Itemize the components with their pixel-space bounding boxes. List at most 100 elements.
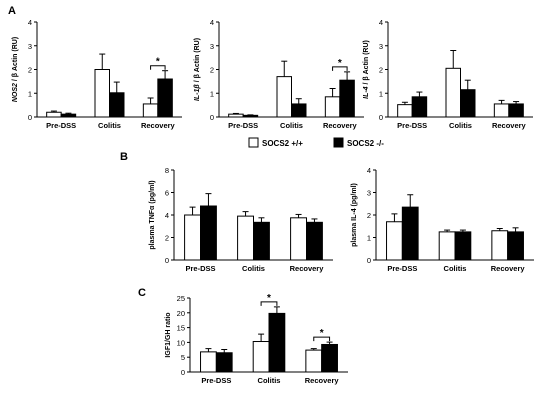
bar [60,113,77,118]
chart-il4: 0 1 2 3 4 IL-4 / β Actin (RU) Pre-DSS Colitis Re… [363,18,533,130]
y-tick-label: 1 [210,89,214,98]
category-label: Pre-DSS [397,121,427,130]
panel-letter-a: A [8,5,16,17]
chart-tnfa: 0 2 4 6 8 plasma TNFα (pg/ml) Pre-DSS Colitis Re… [149,166,333,273]
bar [157,78,173,118]
y-tick-label: 20 [177,309,185,318]
bar [242,114,259,118]
y-tick-label: 4 [367,166,371,175]
y-tick-label: 0 [379,113,383,122]
legend-label-knockout: SOCS2 -/- [347,139,384,148]
y-tick-label: 3 [28,42,32,51]
y-tick-label: 1 [28,89,32,98]
bar [305,349,323,373]
y-tick-label: 0 [210,113,214,122]
bar [321,343,338,373]
y-axis-label: plasma TNFα (pg/ml) [149,180,156,249]
category-label: Recovery [141,121,176,130]
y-axis-label: IL-1β / β Actin (RU) [194,38,201,101]
bar [237,215,255,261]
bar [507,231,524,261]
category-label: Colitis [449,121,472,130]
y-tick-label: 4 [165,211,169,220]
panel-letter-b: B [120,151,128,163]
y-tick-label: 4 [28,18,32,27]
category-label: Colitis [258,376,281,385]
legend-swatch-knockout [333,137,344,148]
significance-bracket [313,336,331,342]
bar [339,79,355,118]
y-tick-label: 0 [28,113,32,122]
y-axis-label-unit: / β Actin (RU) [363,40,370,86]
y-axis-label: IL-4 / β Actin (RU) [363,40,370,99]
y-tick-label: 2 [379,66,383,75]
category-label: Pre-DSS [228,121,258,130]
significance-star: * [156,57,160,68]
bar [215,352,233,373]
bar [290,217,308,261]
y-axis-label: NOS2 / β Actin (RU) [12,37,19,102]
bar [184,214,202,261]
category-label: Pre-DSS [201,376,231,385]
legend-label-wildtype: SOCS2 +/+ [262,139,303,148]
y-axis-label-gene: NOS2 [12,83,19,102]
bar [228,113,244,118]
chart-igf1_gh: 0 5 10 15 20 25 IGF1/GH ratio Pre-DSS Colitis Rec… [165,293,348,385]
category-label: Colitis [98,121,121,130]
y-tick-label: 2 [210,66,214,75]
bar [493,103,510,118]
bar [200,351,217,373]
panel-letter-c: C [138,287,146,299]
y-axis-label-gene: IL-4 [363,86,370,99]
y-tick-label: 1 [379,89,383,98]
bar [276,76,292,118]
bar [268,312,286,373]
y-tick-label: 3 [367,189,371,198]
significance-bracket [150,65,166,70]
bar [508,103,524,118]
bar [324,96,341,118]
y-axis-label: IGF1/GH ratio [165,312,172,357]
y-tick-label: 0 [367,256,371,265]
category-label: Pre-DSS [46,121,76,130]
category-label: Pre-DSS [387,264,417,273]
significance-star: * [320,328,324,339]
y-tick-label: 4 [379,18,383,27]
category-label: Colitis [242,264,265,273]
y-tick-label: 3 [379,42,383,51]
bar [291,103,307,118]
y-axis-label-unit: / β Actin (RU) [12,37,19,83]
y-tick-label: 15 [177,324,185,333]
legend-swatch-wildtype [248,137,259,148]
bar [445,67,461,118]
bar [411,96,428,118]
significance-bracket [260,301,278,306]
y-axis-label-unit: / β Actin (RU) [194,38,201,84]
bar [306,221,323,261]
bar [200,205,217,261]
y-tick-label: 0 [165,256,169,265]
y-tick-label: 10 [177,338,185,347]
y-tick-label: 4 [210,18,214,27]
bar [397,104,413,118]
bar [94,69,110,118]
category-label: Recovery [305,376,340,385]
bar [491,230,509,261]
bar [252,341,270,373]
category-label: Colitis [280,121,303,130]
bar [454,231,472,261]
bar [253,221,270,261]
y-tick-label: 2 [165,234,169,243]
significance-star: * [267,293,271,304]
bar [460,89,476,118]
bar [109,92,125,118]
significance-bracket [332,66,348,71]
charts: 0 1 2 3 4 NOS2 / β Actin (RU) Pre-DSS Colitis Re… [12,18,534,385]
y-tick-label: 2 [367,211,371,220]
y-tick-label: 0 [181,368,185,377]
bar [142,103,159,118]
significance-star: * [338,58,342,69]
bar [46,111,62,118]
bar [386,221,403,261]
